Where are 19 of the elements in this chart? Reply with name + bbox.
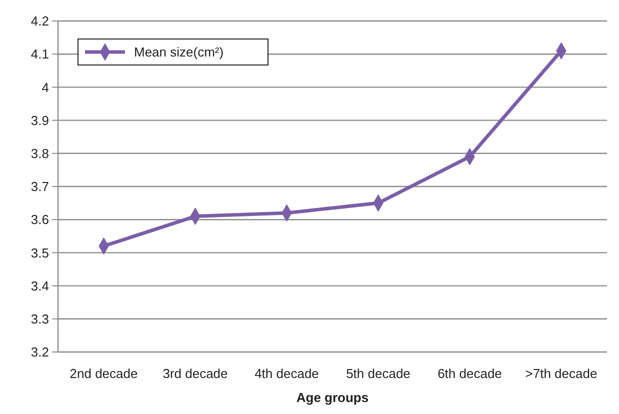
x-tick-label: 6th decade: [438, 366, 502, 381]
y-tick-label: 3.6: [30, 212, 49, 228]
y-tick-label: 3.7: [30, 179, 49, 194]
y-tick-label: 3.4: [30, 278, 49, 294]
x-tick-label: 3rd decade: [162, 366, 228, 381]
y-tick-label: 4.2: [30, 14, 49, 29]
x-tick-label: 5th decade: [346, 366, 410, 381]
y-tick-label: 3.2: [30, 344, 49, 360]
y-tick-label: 3.9: [30, 112, 49, 128]
x-tick-label: 2nd decade: [70, 366, 138, 381]
y-tick-label: 3.8: [30, 146, 49, 161]
x-tick-label: 4th decade: [254, 366, 319, 381]
x-axis-title: Age groups: [296, 390, 369, 405]
x-tick-label: >7th decade: [525, 366, 598, 381]
y-tick-label: 3.3: [30, 311, 49, 326]
legend-label: Mean size(cm²): [134, 44, 224, 60]
y-tick-label: 4: [42, 80, 49, 95]
y-tick-label: 4.1: [30, 46, 49, 62]
y-tick-label: 3.5: [30, 245, 49, 260]
